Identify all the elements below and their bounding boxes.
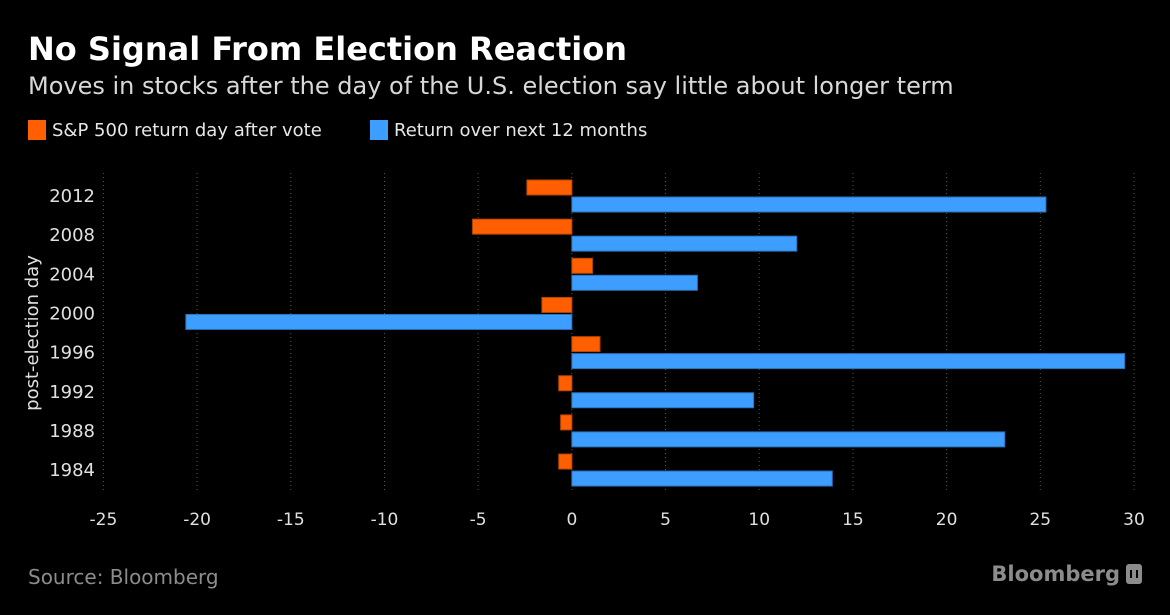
x-tick-label: 30 [1123,510,1145,530]
bloomberg-logo: Bloomberg [991,562,1142,586]
y-tick-label: 2000 [49,303,95,324]
y-axis-labels: 2012 2008 2004 2000 1996 1992 1988 1984 [49,186,95,481]
y-tick-label: 1988 [49,421,95,442]
y-tick-label: 1996 [49,343,95,364]
legend-item-12-months: Return over next 12 months [370,119,647,141]
bar-12-months-1992 [571,392,755,409]
bar-day-after-2012 [526,179,573,196]
x-tick-label: -15 [277,510,305,530]
x-tick-label: -10 [371,510,399,530]
bar-day-after-1992 [558,375,573,392]
bar-12-months-2008 [571,235,798,252]
bar-12-months-2004 [571,274,698,291]
bar-12-months-2012 [571,196,1047,213]
legend-label: Return over next 12 months [394,119,648,141]
x-tick-label: 25 [1029,510,1051,530]
bar-12-months-2000 [185,313,573,330]
legend-label: S&P 500 return day after vote [52,119,322,141]
bars [185,179,1126,487]
source-note: Source: Bloomberg [28,565,219,589]
bar-day-after-1984 [558,453,573,470]
x-tick-label: 5 [660,510,671,530]
bar-day-after-1996 [571,336,601,353]
brand-name: Bloomberg [991,562,1120,586]
y-tick-label: 2008 [49,225,95,246]
bar-12-months-1988 [571,431,1006,448]
y-tick-label: 1984 [49,460,95,481]
bloomberg-icon [1126,564,1142,584]
legend-item-day-after: S&P 500 return day after vote [28,119,322,141]
y-axis-title: post-election day [22,255,43,411]
bar-12-months-1984 [571,470,833,487]
legend-swatch-orange [28,120,46,140]
x-tick-label: 10 [748,510,770,530]
chart-title: No Signal From Election Reaction [28,30,627,68]
x-tick-label: 15 [842,510,864,530]
bar-day-after-1988 [560,414,573,431]
bar-day-after-2008 [472,218,573,235]
bar-day-after-2000 [541,296,573,313]
chart-subtitle: Moves in stocks after the day of the U.S… [28,72,954,100]
legend-swatch-blue [370,120,388,140]
x-tick-label: -5 [470,510,487,530]
x-tick-label: -20 [183,510,211,530]
x-tick-label: 0 [566,510,577,530]
x-tick-label: 20 [936,510,958,530]
y-tick-label: 2004 [49,264,95,285]
y-tick-label: 1992 [49,382,95,403]
x-tick-label: -25 [90,510,118,530]
bar-12-months-1996 [571,353,1126,370]
x-axis-labels: -25 -20 -15 -10 -5 0 5 10 15 20 25 30 [90,510,1145,530]
bar-day-after-2004 [571,257,593,274]
y-tick-label: 2012 [49,186,95,207]
